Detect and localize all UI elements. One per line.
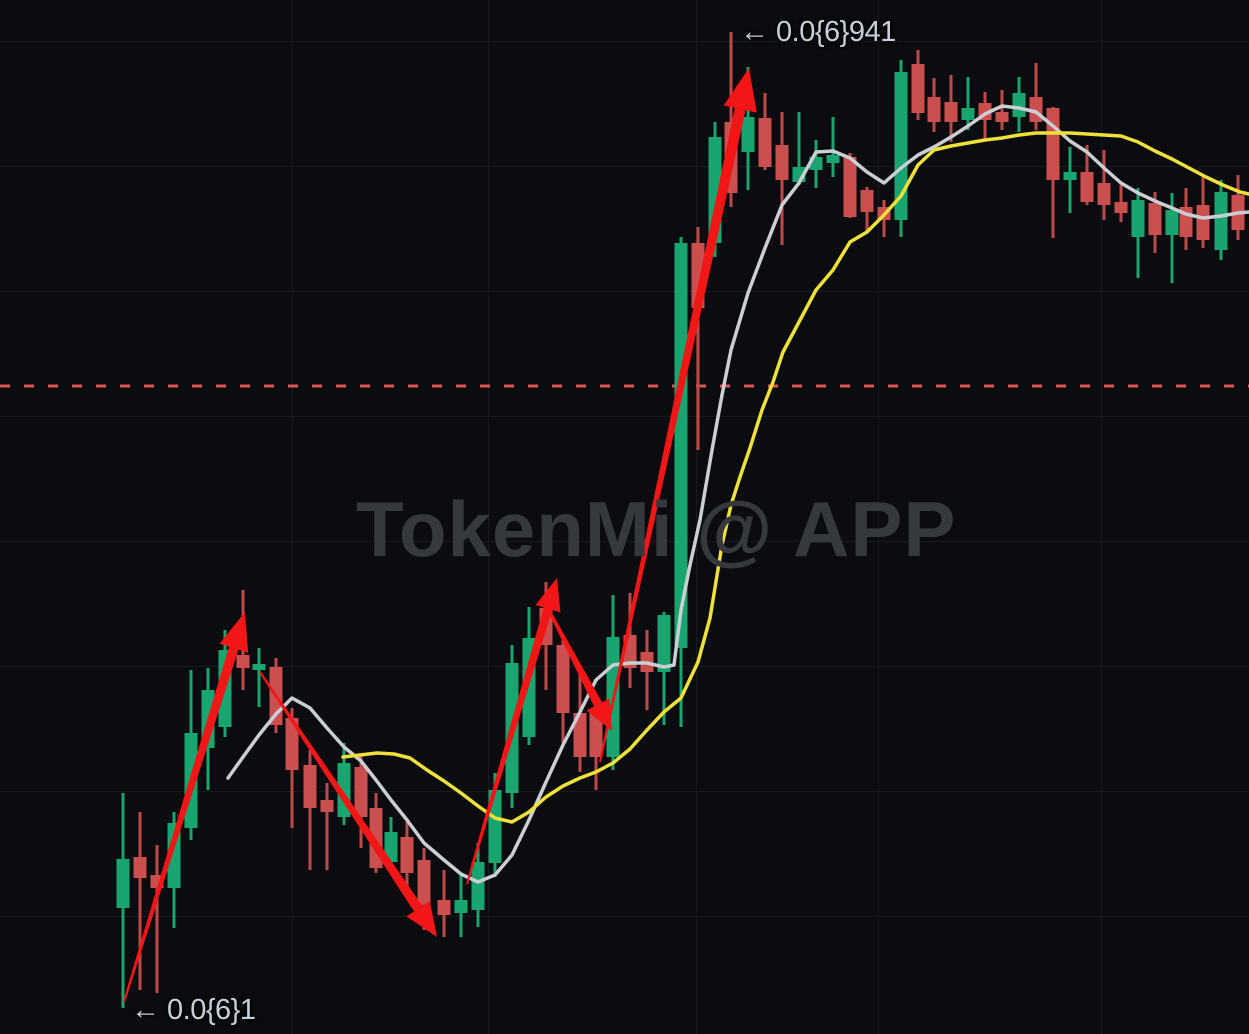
candle[interactable]	[1179, 188, 1193, 250]
candle[interactable]	[961, 77, 975, 130]
ma-fast-white-line	[226, 104, 1249, 884]
candle[interactable]	[1029, 63, 1043, 130]
candle[interactable]	[454, 873, 468, 937]
candle[interactable]	[1097, 150, 1111, 220]
candle[interactable]	[995, 90, 1009, 130]
candle[interactable]	[285, 708, 299, 828]
candle[interactable]	[1114, 185, 1128, 222]
candle[interactable]	[758, 93, 772, 170]
candle[interactable]	[320, 783, 334, 870]
candle[interactable]	[860, 187, 874, 233]
candle[interactable]	[471, 843, 485, 927]
annotation-arrow[interactable]	[259, 671, 437, 937]
price-label-high: ← 0.0{6}941	[740, 16, 896, 48]
candle[interactable]	[184, 670, 198, 840]
candle[interactable]	[400, 822, 414, 892]
candle[interactable]	[1012, 77, 1026, 132]
candle[interactable]	[894, 60, 908, 237]
annotation-arrow[interactable]	[599, 68, 757, 763]
candle[interactable]	[303, 750, 317, 870]
candle[interactable]	[911, 50, 925, 120]
candle[interactable]	[133, 812, 147, 990]
candle[interactable]	[674, 237, 688, 727]
candle[interactable]	[843, 153, 857, 218]
candle[interactable]	[1063, 147, 1077, 213]
candle[interactable]	[573, 673, 587, 772]
candle[interactable]	[437, 870, 451, 937]
candle[interactable]	[252, 648, 266, 707]
candle[interactable]	[1214, 180, 1228, 260]
candle[interactable]	[1046, 107, 1060, 238]
candle[interactable]	[1196, 177, 1210, 248]
annotation-arrow[interactable]	[123, 612, 249, 1003]
candle[interactable]	[150, 845, 164, 993]
candle[interactable]	[640, 630, 654, 710]
candle[interactable]	[944, 75, 958, 142]
price-label-low: ← 0.0{6}1	[131, 994, 256, 1026]
candle[interactable]	[556, 635, 570, 743]
candle[interactable]	[354, 755, 368, 848]
candle[interactable]	[775, 112, 789, 245]
candle[interactable]	[1231, 175, 1245, 240]
candles	[116, 32, 1245, 1008]
annotation-arrow[interactable]	[541, 596, 612, 732]
candle[interactable]	[809, 140, 823, 188]
candle[interactable]	[1131, 188, 1145, 278]
candle[interactable]	[927, 78, 941, 132]
candle[interactable]	[116, 793, 130, 1008]
annotation-arrows	[123, 68, 757, 1003]
candle[interactable]	[1080, 145, 1094, 205]
candle[interactable]	[826, 117, 840, 177]
annotation-arrow[interactable]	[466, 578, 561, 885]
ma-slow-yellow-line	[341, 131, 1249, 824]
